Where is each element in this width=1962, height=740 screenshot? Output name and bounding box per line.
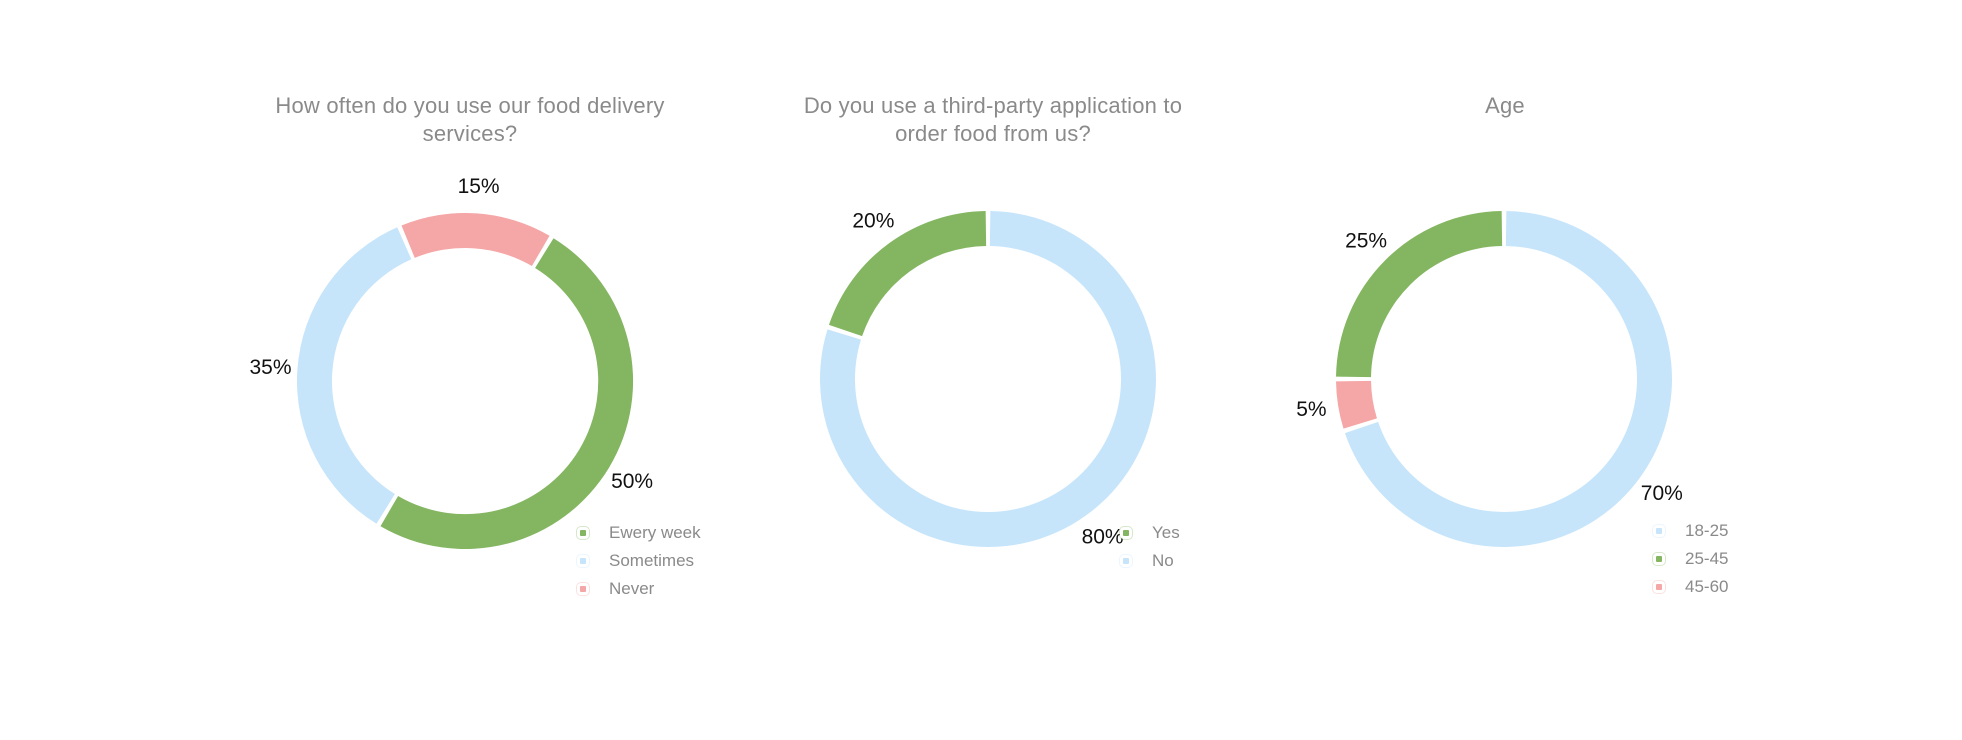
slice-value-label: 80% xyxy=(1082,525,1124,548)
donut-chart: 70% 5% 25% xyxy=(1296,211,1683,548)
slice-value-label: 35% xyxy=(249,356,291,379)
chart-legend: Ewery week Sometimes Never xyxy=(577,519,701,603)
chart-title-line: Age xyxy=(1485,93,1525,118)
legend-swatch xyxy=(577,527,589,539)
donut-slice-45-60 xyxy=(1336,380,1377,429)
legend-swatch xyxy=(1120,555,1132,567)
legend-item-18-25: 18-25 xyxy=(1653,517,1728,545)
chart-title: Do you use a third-party application to o… xyxy=(748,92,1238,148)
slice-value-label: 5% xyxy=(1296,398,1326,421)
legend-swatch xyxy=(577,583,589,595)
legend-swatch xyxy=(1653,581,1665,593)
chart-title-line: Do you use a third-party application to xyxy=(803,93,1183,118)
legend-item-sometimes: Sometimes xyxy=(577,547,701,575)
chart-title-line: services? xyxy=(422,121,518,146)
legend-swatch xyxy=(1120,527,1132,539)
legend-label: Never xyxy=(609,579,655,598)
donut-slice-yes xyxy=(828,211,987,337)
legend-label: 25-45 xyxy=(1685,549,1729,568)
legend-item-yes: Yes xyxy=(1120,519,1180,547)
slice-value-label: 15% xyxy=(458,175,500,198)
legend-label: Ewery week xyxy=(609,523,701,542)
legend-swatch xyxy=(1653,525,1665,537)
chart-panel-1: How often do you use our food delivery se… xyxy=(225,0,715,740)
legend-label: Sometimes xyxy=(609,551,695,570)
legend-label: No xyxy=(1152,551,1174,570)
slice-value-label: 70% xyxy=(1641,482,1683,505)
chart-title: Age xyxy=(1260,92,1750,120)
chart-legend: 18-25 25-45 45-60 xyxy=(1653,517,1728,601)
legend-item-45-60: 45-60 xyxy=(1653,573,1728,601)
donut-chart: 80% 20% xyxy=(819,210,1156,548)
slice-value-label: 25% xyxy=(1345,230,1387,253)
legend-item-no: No xyxy=(1120,547,1180,575)
legend-label: Yes xyxy=(1152,523,1180,542)
donut-slice-never xyxy=(401,212,550,267)
legend-swatch xyxy=(1653,553,1665,565)
donut-slice-ewery-week xyxy=(380,238,634,550)
legend-swatch xyxy=(577,555,589,567)
slice-value-label: 20% xyxy=(852,210,894,233)
chart-title: How often do you use our food delivery se… xyxy=(225,92,715,148)
chart-panel-2: Do you use a third-party application to o… xyxy=(748,0,1238,740)
donut-slice-25-45 xyxy=(1336,211,1503,378)
chart-title-line: How often do you use our food delivery xyxy=(275,93,665,118)
donut-chart: 50% 35% 15% xyxy=(249,175,653,550)
legend-item-ewery-week: Ewery week xyxy=(577,519,701,547)
legend-label: 18-25 xyxy=(1685,521,1729,540)
chart-panel-3: Age 70% 5% 25% 18-25 25-45 45-60 xyxy=(1260,0,1750,740)
chart-title-line: order food from us? xyxy=(895,121,1091,146)
chart-legend: Yes No xyxy=(1120,519,1180,575)
legend-item-25-45: 25-45 xyxy=(1653,545,1728,573)
legend-item-never: Never xyxy=(577,575,701,603)
donut-slice-sometimes xyxy=(297,227,412,524)
slice-value-label: 50% xyxy=(611,470,653,493)
legend-label: 45-60 xyxy=(1685,577,1729,596)
